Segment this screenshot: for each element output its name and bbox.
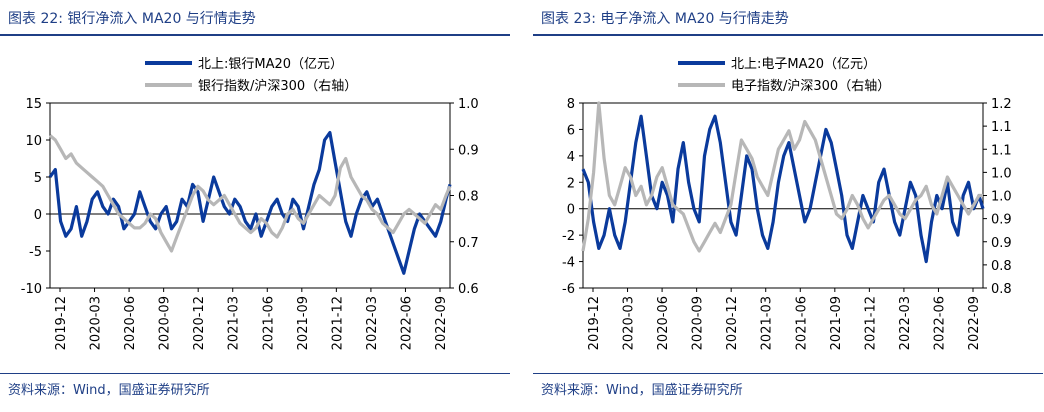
y-right-tick-label: 0.6 (458, 282, 479, 297)
chart-panel-bank: 图表 22: 银行净流入 MA20 与行情走势 15 10 5 0 -5 -10 1.0 0.… (0, 0, 510, 412)
y-right-tick-label: 0.8 (458, 190, 479, 205)
x-tick-label: 2022-03 (898, 296, 913, 350)
x-tick-label: 2022-03 (365, 296, 380, 350)
source-rule (533, 373, 1043, 374)
bank-flow-chart: 15 10 5 0 -5 -10 1.0 0.9 0.8 0.7 0.6 2019-12 2020-03… (21, 57, 479, 350)
x-tick-label: 2021-03 (227, 296, 242, 350)
y-left-tick-label: 0 (567, 203, 575, 218)
x-tick-label: 2021-06 (794, 296, 809, 350)
source-note: 资料来源：Wind，国盛证券研究所 (541, 383, 743, 398)
y-left-tick-label: -10 (21, 282, 42, 297)
x-tick-label: 2020-12 (192, 296, 207, 350)
x-tick-label: 2022-06 (399, 296, 414, 350)
y-left-tick-label: 15 (25, 97, 42, 112)
y-right-tick-label: 0.9 (458, 143, 479, 158)
x-tick-label: 2022-09 (967, 296, 982, 350)
y-right-tick-label: 1.0 (991, 166, 1012, 181)
x-tick-label: 2022-09 (434, 296, 449, 350)
y-left-tick-label: 6 (567, 123, 575, 138)
x-tick-label: 2019-12 (54, 296, 69, 350)
y-right-tick-label: 0.8 (991, 259, 1012, 274)
y-right-tick-label: 1.0 (991, 190, 1012, 205)
y-left-tick-label: 4 (567, 150, 575, 165)
x-tick-label: 2020-09 (158, 296, 173, 350)
y-left-tick-label: 0 (34, 208, 42, 223)
x-tick-label: 2021-03 (760, 296, 775, 350)
y-left-tick-label: 2 (567, 176, 575, 191)
legend-label: 北上:电子MA20（亿元） (731, 57, 876, 72)
x-tick-label: 2021-06 (261, 296, 276, 350)
x-tick-label: 2020-06 (123, 296, 138, 350)
legend-label: 电子指数/沪深300（右轴） (731, 78, 890, 94)
title-rule (0, 34, 510, 36)
series-line-flow (581, 114, 985, 264)
y-left-tick-label: 5 (34, 171, 42, 186)
x-tick-label: 2020-03 (622, 296, 637, 350)
chart-title: 图表 22: 银行净流入 MA20 与行情走势 (8, 11, 256, 27)
title-rule (533, 34, 1043, 36)
x-tick-label: 2019-12 (587, 296, 602, 350)
y-right-tick-label: 0.9 (991, 213, 1012, 228)
x-tick-label: 2021-12 (863, 296, 878, 350)
y-left-tick-label: -6 (562, 282, 575, 297)
y-left-tick-label: 10 (25, 134, 42, 149)
series-line-ratio (581, 101, 983, 253)
y-left-tick-label: -4 (562, 256, 575, 271)
electronics-flow-chart: 8 6 4 2 0 -2 -4 -6 1.2 1.1 1.1 1.0 1.0 0.9 0.9 0.8 0.8 20… (562, 57, 1012, 350)
y-right-tick-label: 1.1 (991, 120, 1012, 135)
source-note: 资料来源：Wind，国盛证券研究所 (8, 383, 210, 398)
legend-label: 银行指数/沪深300（右轴） (198, 78, 357, 94)
y-right-tick-label: 0.8 (991, 282, 1012, 297)
y-left-tick-label: 8 (567, 97, 575, 112)
y-right-tick-label: 1.2 (991, 97, 1012, 112)
x-tick-label: 2020-12 (725, 296, 740, 350)
x-tick-label: 2021-09 (296, 296, 311, 350)
legend-label: 北上:银行MA20（亿元） (198, 57, 343, 72)
series-line-ratio (48, 134, 452, 253)
y-right-tick-label: 1.0 (458, 97, 479, 112)
chart-title: 图表 23: 电子净流入 MA20 与行情走势 (541, 11, 789, 27)
x-tick-label: 2021-09 (829, 296, 844, 350)
x-tick-label: 2020-03 (89, 296, 104, 350)
chart-panel-electronics: 图表 23: 电子净流入 MA20 与行情走势 8 6 4 2 0 -2 -4 -6 1.2 1.… (533, 0, 1043, 412)
y-left-tick-label: -2 (562, 229, 575, 244)
x-tick-label: 2022-06 (932, 296, 947, 350)
y-right-tick-label: 0.9 (991, 236, 1012, 251)
x-tick-label: 2021-12 (330, 296, 345, 350)
x-tick-label: 2020-09 (691, 296, 706, 350)
source-rule (0, 373, 510, 374)
x-tick-label: 2020-06 (656, 296, 671, 350)
y-right-tick-label: 1.1 (991, 143, 1012, 158)
series-line-flow (48, 130, 452, 275)
y-right-tick-label: 0.7 (458, 236, 479, 251)
y-left-tick-label: -5 (29, 245, 42, 260)
plot-frame (49, 102, 451, 289)
